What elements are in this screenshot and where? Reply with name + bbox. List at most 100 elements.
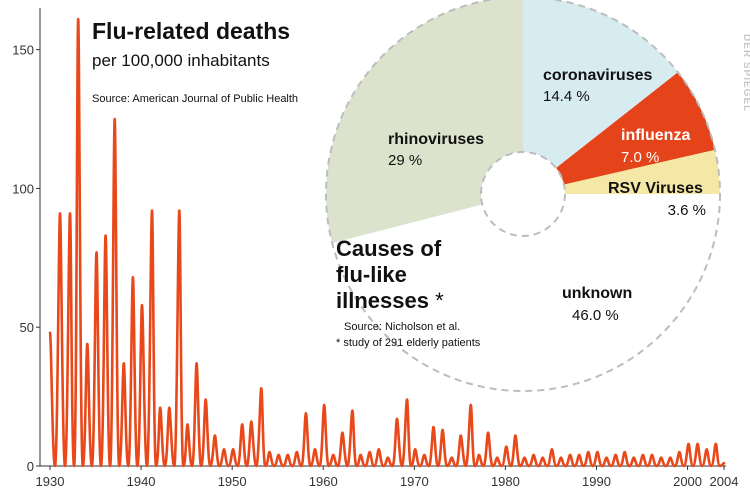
data-point bbox=[432, 426, 435, 428]
data-point bbox=[277, 454, 280, 456]
data-point bbox=[396, 417, 398, 420]
x-axis: 1930 1940 1950 1960 1970 1980 1990 2000 2004 bbox=[36, 465, 739, 489]
data-point bbox=[642, 454, 644, 456]
slice-value-influenza: 7.0 % bbox=[621, 149, 659, 166]
data-point bbox=[569, 454, 571, 456]
y-tick-label: 50 bbox=[20, 320, 34, 335]
data-point bbox=[696, 442, 699, 445]
data-point bbox=[341, 431, 344, 434]
line-chart-title: Flu-related deaths bbox=[92, 18, 290, 44]
data-point bbox=[77, 18, 80, 20]
data-point bbox=[551, 448, 553, 451]
data-point bbox=[323, 404, 326, 406]
x-tick-label: 1980 bbox=[491, 474, 520, 489]
x-tick-label: 2000 bbox=[673, 474, 702, 489]
data-point bbox=[651, 454, 653, 456]
data-point bbox=[359, 454, 362, 456]
x-tick-label: 1990 bbox=[582, 474, 611, 489]
data-point bbox=[678, 451, 681, 453]
data-point bbox=[214, 434, 216, 437]
pie-slice-rsv-viruses bbox=[563, 149, 720, 194]
data-point bbox=[459, 434, 462, 437]
slice-value-unknown: 46.0 % bbox=[572, 307, 619, 324]
data-point bbox=[141, 304, 143, 306]
pie-slices bbox=[326, 0, 720, 392]
pie-slice-unknown bbox=[332, 194, 720, 392]
data-point bbox=[368, 451, 371, 453]
slice-value-rhinoviruses: 29 % bbox=[388, 152, 422, 169]
peak-marks bbox=[49, 18, 725, 465]
pie-title-line-2: flu-like bbox=[336, 262, 407, 287]
data-point bbox=[514, 434, 517, 437]
data-point bbox=[232, 448, 235, 451]
data-point bbox=[95, 251, 98, 254]
y-tick-label: 100 bbox=[12, 181, 34, 196]
data-point bbox=[605, 456, 608, 459]
data-point bbox=[59, 212, 61, 215]
data-point bbox=[204, 398, 207, 401]
data-point bbox=[406, 398, 408, 401]
data-point bbox=[332, 454, 335, 456]
slice-label-coronaviruses: coronaviruses bbox=[543, 67, 652, 84]
line-chart-subtitle: per 100,000 inhabitants bbox=[92, 51, 270, 70]
data-point bbox=[687, 442, 690, 445]
data-point bbox=[723, 462, 725, 465]
data-point bbox=[614, 454, 617, 456]
pie-slice-rhinoviruses bbox=[326, 0, 523, 243]
data-point bbox=[178, 209, 181, 212]
data-point bbox=[714, 442, 717, 445]
data-point bbox=[151, 209, 153, 212]
data-point bbox=[159, 406, 162, 409]
pie-title: Causes of flu-like illnesses * bbox=[336, 236, 447, 313]
data-point bbox=[623, 451, 626, 453]
data-point bbox=[241, 423, 244, 426]
line-chart-source: Source: American Journal of Public Healt… bbox=[92, 93, 298, 105]
y-axis: 0 50 100 150 bbox=[12, 8, 41, 474]
data-point bbox=[450, 456, 453, 459]
data-point bbox=[86, 343, 89, 345]
data-point bbox=[469, 404, 472, 406]
x-tick-label: 1930 bbox=[36, 474, 65, 489]
pie-center-hole bbox=[480, 151, 566, 237]
pie-title-line-1: Causes of bbox=[336, 236, 442, 261]
data-point bbox=[478, 454, 480, 456]
y-tick-label: 0 bbox=[27, 459, 34, 474]
slice-label-influenza: influenza bbox=[621, 127, 690, 144]
x-tick-label: 1970 bbox=[400, 474, 429, 489]
data-point bbox=[632, 456, 635, 459]
pie-footnote: * study of 291 elderly patients bbox=[336, 337, 481, 349]
data-point bbox=[186, 423, 189, 426]
slice-label-rhinoviruses: rhinoviruses bbox=[388, 131, 484, 148]
pie-slice-labels: coronaviruses 14.4 % influenza 7.0 % RSV Vir… bbox=[388, 67, 706, 324]
slice-label-rsv-viruses: RSV Viruses bbox=[608, 180, 703, 197]
data-point bbox=[168, 406, 171, 409]
slice-value-rsv-viruses: 3.6 % bbox=[668, 202, 706, 219]
data-point bbox=[195, 362, 198, 365]
pie-title-asterisk: * bbox=[435, 288, 444, 313]
data-point bbox=[49, 331, 51, 334]
data-point bbox=[578, 454, 581, 456]
data-point bbox=[377, 448, 380, 451]
pie-slice-influenza bbox=[556, 72, 715, 185]
data-point bbox=[223, 448, 225, 451]
publisher-watermark: DER SPIEGEL bbox=[741, 34, 750, 112]
data-point bbox=[423, 454, 426, 456]
data-point bbox=[441, 429, 444, 431]
pie-title-line-3: illnesses bbox=[336, 288, 429, 313]
data-point bbox=[414, 448, 417, 451]
data-point bbox=[487, 431, 489, 434]
data-point bbox=[113, 118, 116, 120]
data-point bbox=[587, 451, 590, 453]
flu-deaths-line-chart: 0 50 100 150 1930 1940 1950 1960 1970 1980 1990 20… bbox=[12, 8, 738, 489]
data-point bbox=[705, 448, 708, 451]
slice-value-coronaviruses: 14.4 % bbox=[543, 88, 590, 105]
pie-slice-coronaviruses bbox=[523, 0, 678, 169]
pie-source: Source: Nicholson et al. bbox=[344, 321, 460, 333]
data-point bbox=[532, 454, 535, 456]
x-tick-label: 2004 bbox=[710, 474, 739, 489]
x-tick-label: 1940 bbox=[127, 474, 156, 489]
data-point bbox=[122, 362, 125, 365]
causes-pie-chart: coronaviruses 14.4 % influenza 7.0 % RSV Vir… bbox=[325, 0, 721, 392]
